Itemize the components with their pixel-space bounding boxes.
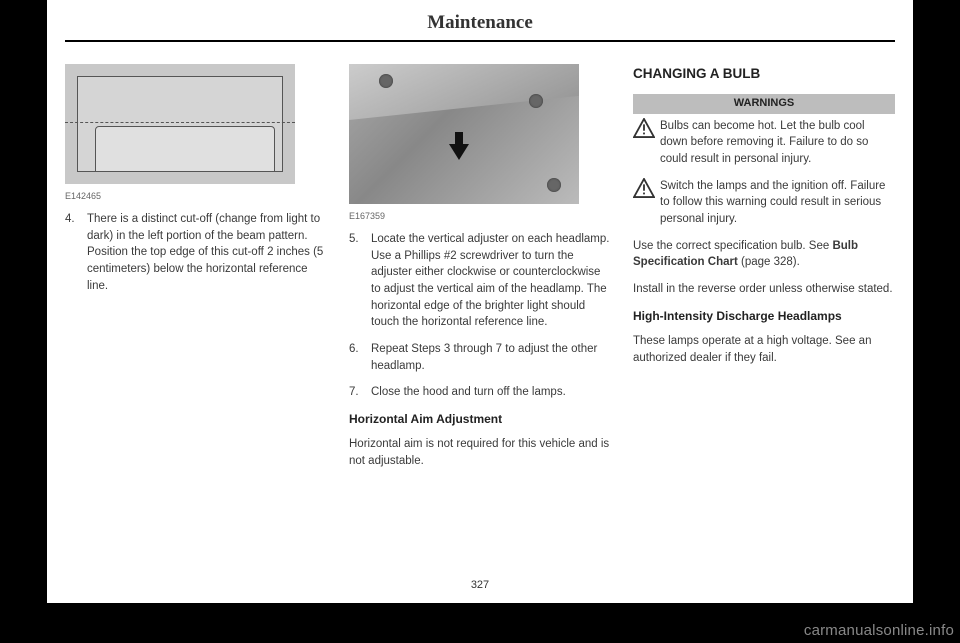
step-4-text: There is a distinct cut-off (change from… xyxy=(87,211,327,294)
step-4: 4. There is a distinct cut-off (change f… xyxy=(65,211,327,294)
step-7-text: Close the hood and turn off the lamps. xyxy=(371,384,566,401)
changing-bulb-heading: CHANGING A BULB xyxy=(633,64,895,84)
figure-1-caption: E142465 xyxy=(65,190,327,203)
warning-1: Bulbs can become hot. Let the bulb cool … xyxy=(633,118,895,168)
figure-2-image xyxy=(349,64,579,204)
figure-adjuster: E167359 xyxy=(349,64,611,223)
step-6-number: 6. xyxy=(349,341,371,374)
figure-1-image xyxy=(65,64,295,184)
step-5-text: Locate the vertical adjuster on each hea… xyxy=(371,231,611,331)
step-6-text: Repeat Steps 3 through 7 to adjust the o… xyxy=(371,341,611,374)
step-5-number: 5. xyxy=(349,231,371,331)
page-title: Maintenance xyxy=(65,12,895,34)
figure-beam-pattern: E142465 xyxy=(65,64,327,203)
step-7-number: 7. xyxy=(349,384,371,401)
manual-page: Maintenance E142465 4. There is a distin… xyxy=(47,0,913,603)
warning-2-text: Switch the lamps and the ignition off. F… xyxy=(660,178,895,228)
column-2: E167359 5. Locate the vertical adjuster … xyxy=(349,64,611,480)
step-7: 7. Close the hood and turn off the lamps… xyxy=(349,384,611,401)
step-6: 6. Repeat Steps 3 through 7 to adjust th… xyxy=(349,341,611,374)
figure-2-caption: E167359 xyxy=(349,210,611,223)
warning-icon xyxy=(633,118,655,168)
horizontal-aim-heading: Horizontal Aim Adjustment xyxy=(349,411,611,428)
page-number: 327 xyxy=(47,579,913,591)
warning-icon xyxy=(633,178,655,228)
warning-2: Switch the lamps and the ignition off. F… xyxy=(633,178,895,228)
warning-1-text: Bulbs can become hot. Let the bulb cool … xyxy=(660,118,895,168)
horizontal-aim-text: Horizontal aim is not required for this … xyxy=(349,436,611,469)
step-5: 5. Locate the vertical adjuster on each … xyxy=(349,231,611,331)
watermark: carmanualsonline.info xyxy=(804,622,954,639)
spec-bulb-text-b: (page 328). xyxy=(738,256,800,268)
content-columns: E142465 4. There is a distinct cut-off (… xyxy=(47,42,913,480)
spec-bulb-paragraph: Use the correct specification bulb. See … xyxy=(633,238,895,271)
hid-headlamps-heading: High-Intensity Discharge Headlamps xyxy=(633,308,895,325)
column-3: CHANGING A BULB WARNINGS Bulbs can becom… xyxy=(633,64,895,480)
install-reverse-paragraph: Install in the reverse order unless othe… xyxy=(633,281,895,298)
warnings-header: WARNINGS xyxy=(633,94,895,114)
step-4-number: 4. xyxy=(65,211,87,294)
column-1: E142465 4. There is a distinct cut-off (… xyxy=(65,64,327,480)
spec-bulb-text-a: Use the correct specification bulb. See xyxy=(633,240,832,252)
page-header: Maintenance xyxy=(65,0,895,42)
hid-headlamps-text: These lamps operate at a high voltage. S… xyxy=(633,333,895,366)
